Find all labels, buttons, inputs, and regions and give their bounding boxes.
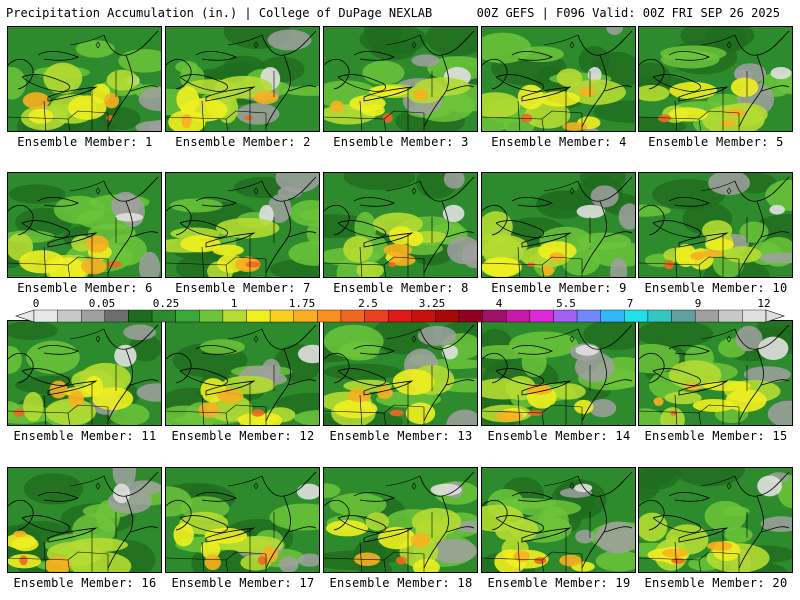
page-header: Precipitation Accumulation (in.) | Colle… <box>0 0 800 26</box>
ensemble-member-map <box>481 26 636 132</box>
member-label: Ensemble Member: 2 <box>175 135 311 149</box>
colorbar-swatch <box>600 309 625 323</box>
ensemble-member-map <box>638 467 793 573</box>
ensemble-member-map <box>165 172 320 278</box>
member-label: Ensemble Member: 9 <box>491 281 627 295</box>
colorbar-tick-label: 0.25 <box>152 297 180 310</box>
colorbar-swatch <box>175 309 200 323</box>
ensemble-member-map <box>165 26 320 132</box>
colorbar-swatch <box>340 309 365 323</box>
colorbar-tick-label: 5.5 <box>556 297 576 310</box>
ensemble-member-map <box>481 320 636 426</box>
run-valid-time: 00Z GEFS | F096 Valid: 00Z FRI SEP 26 20… <box>476 6 780 20</box>
colorbar-swatch <box>222 309 247 323</box>
ensemble-member-map <box>323 467 478 573</box>
member-label: Ensemble Member: 19 <box>487 576 631 590</box>
colorbar-min-arrow <box>15 309 35 323</box>
colorbar-tick-label: 1.75 <box>288 297 316 310</box>
member-label: Ensemble Member: 6 <box>17 281 153 295</box>
colorbar-swatch <box>482 309 507 323</box>
colorbar-swatch <box>151 309 176 323</box>
member-label: Ensemble Member: 15 <box>644 429 788 443</box>
precip-colorbar: 0 0.05 0.25 1 1.75 2.5 3.25 4 5.5 7 9 12 <box>14 297 786 323</box>
member-label: Ensemble Member: 10 <box>644 281 788 295</box>
member-label: Ensemble Member: 14 <box>487 429 631 443</box>
colorbar-tick-label: 0 <box>32 297 40 310</box>
colorbar-tick-label: 3.25 <box>418 297 446 310</box>
ensemble-member-map <box>638 320 793 426</box>
ensemble-member-map <box>481 172 636 278</box>
colorbar-swatch <box>104 309 129 323</box>
colorbar-tick-label: 9 <box>694 297 702 310</box>
member-label: Ensemble Member: 16 <box>13 576 157 590</box>
colorbar-tick-label: 12 <box>757 297 771 310</box>
member-label: Ensemble Member: 11 <box>13 429 157 443</box>
member-label: Ensemble Member: 18 <box>329 576 473 590</box>
colorbar-swatch <box>269 309 294 323</box>
colorbar-swatch <box>624 309 649 323</box>
colorbar-swatch <box>435 309 460 323</box>
ensemble-member-map <box>7 320 162 426</box>
colorbar-swatch <box>317 309 342 323</box>
ensemble-member-map <box>7 172 162 278</box>
colorbar-swatch <box>81 309 106 323</box>
colorbar-swatch <box>576 309 601 323</box>
ensemble-member-map <box>638 172 793 278</box>
member-label: Ensemble Member: 12 <box>171 429 315 443</box>
member-label: Ensemble Member: 13 <box>329 429 473 443</box>
member-label: Ensemble Member: 20 <box>644 576 788 590</box>
colorbar-swatch <box>718 309 743 323</box>
page-title: Precipitation Accumulation (in.) | Colle… <box>6 6 433 20</box>
member-label: Ensemble Member: 4 <box>491 135 627 149</box>
colorbar-tick-label: 0.05 <box>88 297 116 310</box>
member-label: Ensemble Member: 17 <box>171 576 315 590</box>
colorbar-swatch <box>694 309 719 323</box>
ensemble-member-map <box>7 467 162 573</box>
ensemble-member-map <box>638 26 793 132</box>
colorbar-swatch <box>293 309 318 323</box>
colorbar-swatch <box>742 309 767 323</box>
colorbar-swatch <box>128 309 153 323</box>
ensemble-member-map <box>165 467 320 573</box>
colorbar-swatch <box>33 309 58 323</box>
ensemble-member-map <box>323 320 478 426</box>
member-label: Ensemble Member: 1 <box>17 135 153 149</box>
colorbar-swatch <box>57 309 82 323</box>
colorbar-swatch <box>411 309 436 323</box>
colorbar-swatch <box>364 309 389 323</box>
colorbar-tick-label: 7 <box>626 297 634 310</box>
ensemble-member-map <box>323 172 478 278</box>
colorbar-swatch <box>506 309 531 323</box>
colorbar-swatch <box>647 309 672 323</box>
colorbar-swatch <box>199 309 224 323</box>
colorbar-swatch <box>553 309 578 323</box>
colorbar-swatch <box>671 309 696 323</box>
colorbar-swatch <box>458 309 483 323</box>
member-label: Ensemble Member: 7 <box>175 281 311 295</box>
member-label: Ensemble Member: 3 <box>333 135 469 149</box>
colorbar-tick-label: 1 <box>230 297 238 310</box>
ensemble-member-map <box>165 320 320 426</box>
member-label: Ensemble Member: 5 <box>648 135 784 149</box>
colorbar-swatch <box>529 309 554 323</box>
colorbar-swatch <box>387 309 413 323</box>
colorbar-max-arrow <box>765 309 785 323</box>
ensemble-member-map <box>7 26 162 132</box>
colorbar-swatch <box>246 309 271 323</box>
ensemble-member-map <box>323 26 478 132</box>
ensemble-member-map <box>481 467 636 573</box>
colorbar-tick-label: 2.5 <box>358 297 378 310</box>
colorbar-bar <box>15 309 785 323</box>
member-label: Ensemble Member: 8 <box>333 281 469 295</box>
colorbar-tick-label: 4 <box>495 297 503 310</box>
